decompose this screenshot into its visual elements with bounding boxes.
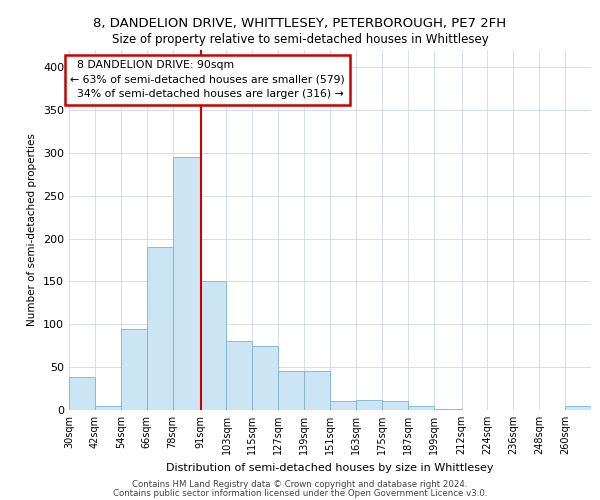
Bar [69,378,95,410]
Text: Contains HM Land Registry data © Crown copyright and database right 2024.: Contains HM Land Registry data © Crown c… [132,480,468,489]
Bar [356,400,382,410]
Text: 8, DANDELION DRIVE, WHITTLESEY, PETERBOROUGH, PE7 2FH: 8, DANDELION DRIVE, WHITTLESEY, PETERBOR… [94,18,506,30]
Bar [95,406,121,410]
Bar [565,406,591,410]
Bar [121,328,146,410]
Bar [226,342,253,410]
Text: Size of property relative to semi-detached houses in Whittlesey: Size of property relative to semi-detach… [112,32,488,46]
Bar [173,157,200,410]
Bar [382,402,407,410]
Bar [304,372,330,410]
Text: Contains public sector information licensed under the Open Government Licence v3: Contains public sector information licen… [113,488,487,498]
Text: 8 DANDELION DRIVE: 90sqm
← 63% of semi-detached houses are smaller (579)
  34% o: 8 DANDELION DRIVE: 90sqm ← 63% of semi-d… [70,60,345,99]
Bar [330,402,356,410]
Bar [253,346,278,410]
Bar [200,282,226,410]
Bar [407,406,434,410]
X-axis label: Distribution of semi-detached houses by size in Whittlesey: Distribution of semi-detached houses by … [166,462,494,472]
Bar [434,409,461,410]
Bar [146,247,173,410]
Bar [278,372,304,410]
Y-axis label: Number of semi-detached properties: Number of semi-detached properties [28,134,37,326]
